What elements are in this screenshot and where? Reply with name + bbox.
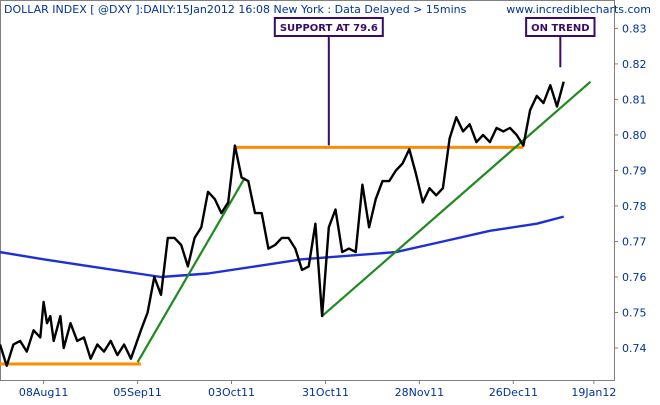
y-tick-label: 0.75 bbox=[622, 307, 647, 320]
trendlines bbox=[136, 80, 592, 363]
x-tick-label: 03Oct11 bbox=[208, 386, 255, 399]
y-tick-label: 0.79 bbox=[622, 164, 647, 177]
support-lines bbox=[0, 145, 524, 366]
x-tick-label: 28Nov11 bbox=[395, 386, 444, 399]
annotations: SUPPORT AT 79.6 ON TREND bbox=[273, 17, 596, 146]
y-tick-label: 0.77 bbox=[622, 235, 647, 248]
plot-frame bbox=[0, 0, 615, 381]
chart-title: DOLLAR INDEX [ @DXY ]:DAILY:15Jan2012 16… bbox=[4, 3, 467, 16]
annotation-callout: ON TREND bbox=[525, 17, 596, 68]
annotation-callout: SUPPORT AT 79.6 bbox=[273, 17, 384, 146]
moving-average-line bbox=[0, 215, 565, 279]
price-line bbox=[0, 81, 565, 367]
y-tick-label: 0.78 bbox=[622, 200, 647, 213]
moving-average-layer bbox=[0, 215, 565, 279]
y-tick-label: 0.81 bbox=[622, 93, 647, 106]
x-tick-label: 26Dec11 bbox=[489, 386, 538, 399]
annotation-label: SUPPORT AT 79.6 bbox=[280, 23, 378, 34]
x-tick-label: 05Sep11 bbox=[113, 386, 162, 399]
x-tick-label: 19Jan12 bbox=[571, 386, 616, 399]
annotation-label: ON TREND bbox=[531, 23, 589, 34]
x-axis: 08Aug11 05Sep11 03Oct11 31Oct11 28Nov11 26Dec… bbox=[19, 380, 616, 399]
y-axis: 0.74 0.75 0.76 0.77 0.78 0.79 0.80 0.81 0.82 0.83 bbox=[614, 22, 647, 355]
trendline bbox=[136, 177, 246, 363]
y-tick-label: 0.83 bbox=[622, 22, 647, 35]
trendline bbox=[321, 80, 592, 317]
y-tick-label: 0.80 bbox=[622, 129, 647, 142]
x-tick-label: 08Aug11 bbox=[19, 386, 68, 399]
y-tick-label: 0.76 bbox=[622, 271, 647, 284]
x-tick-label: 31Oct11 bbox=[302, 386, 349, 399]
y-tick-label: 0.74 bbox=[622, 342, 647, 355]
y-tick-label: 0.82 bbox=[622, 58, 647, 71]
site-watermark: www.incrediblecharts.com bbox=[506, 3, 651, 16]
price-layer bbox=[0, 81, 565, 367]
